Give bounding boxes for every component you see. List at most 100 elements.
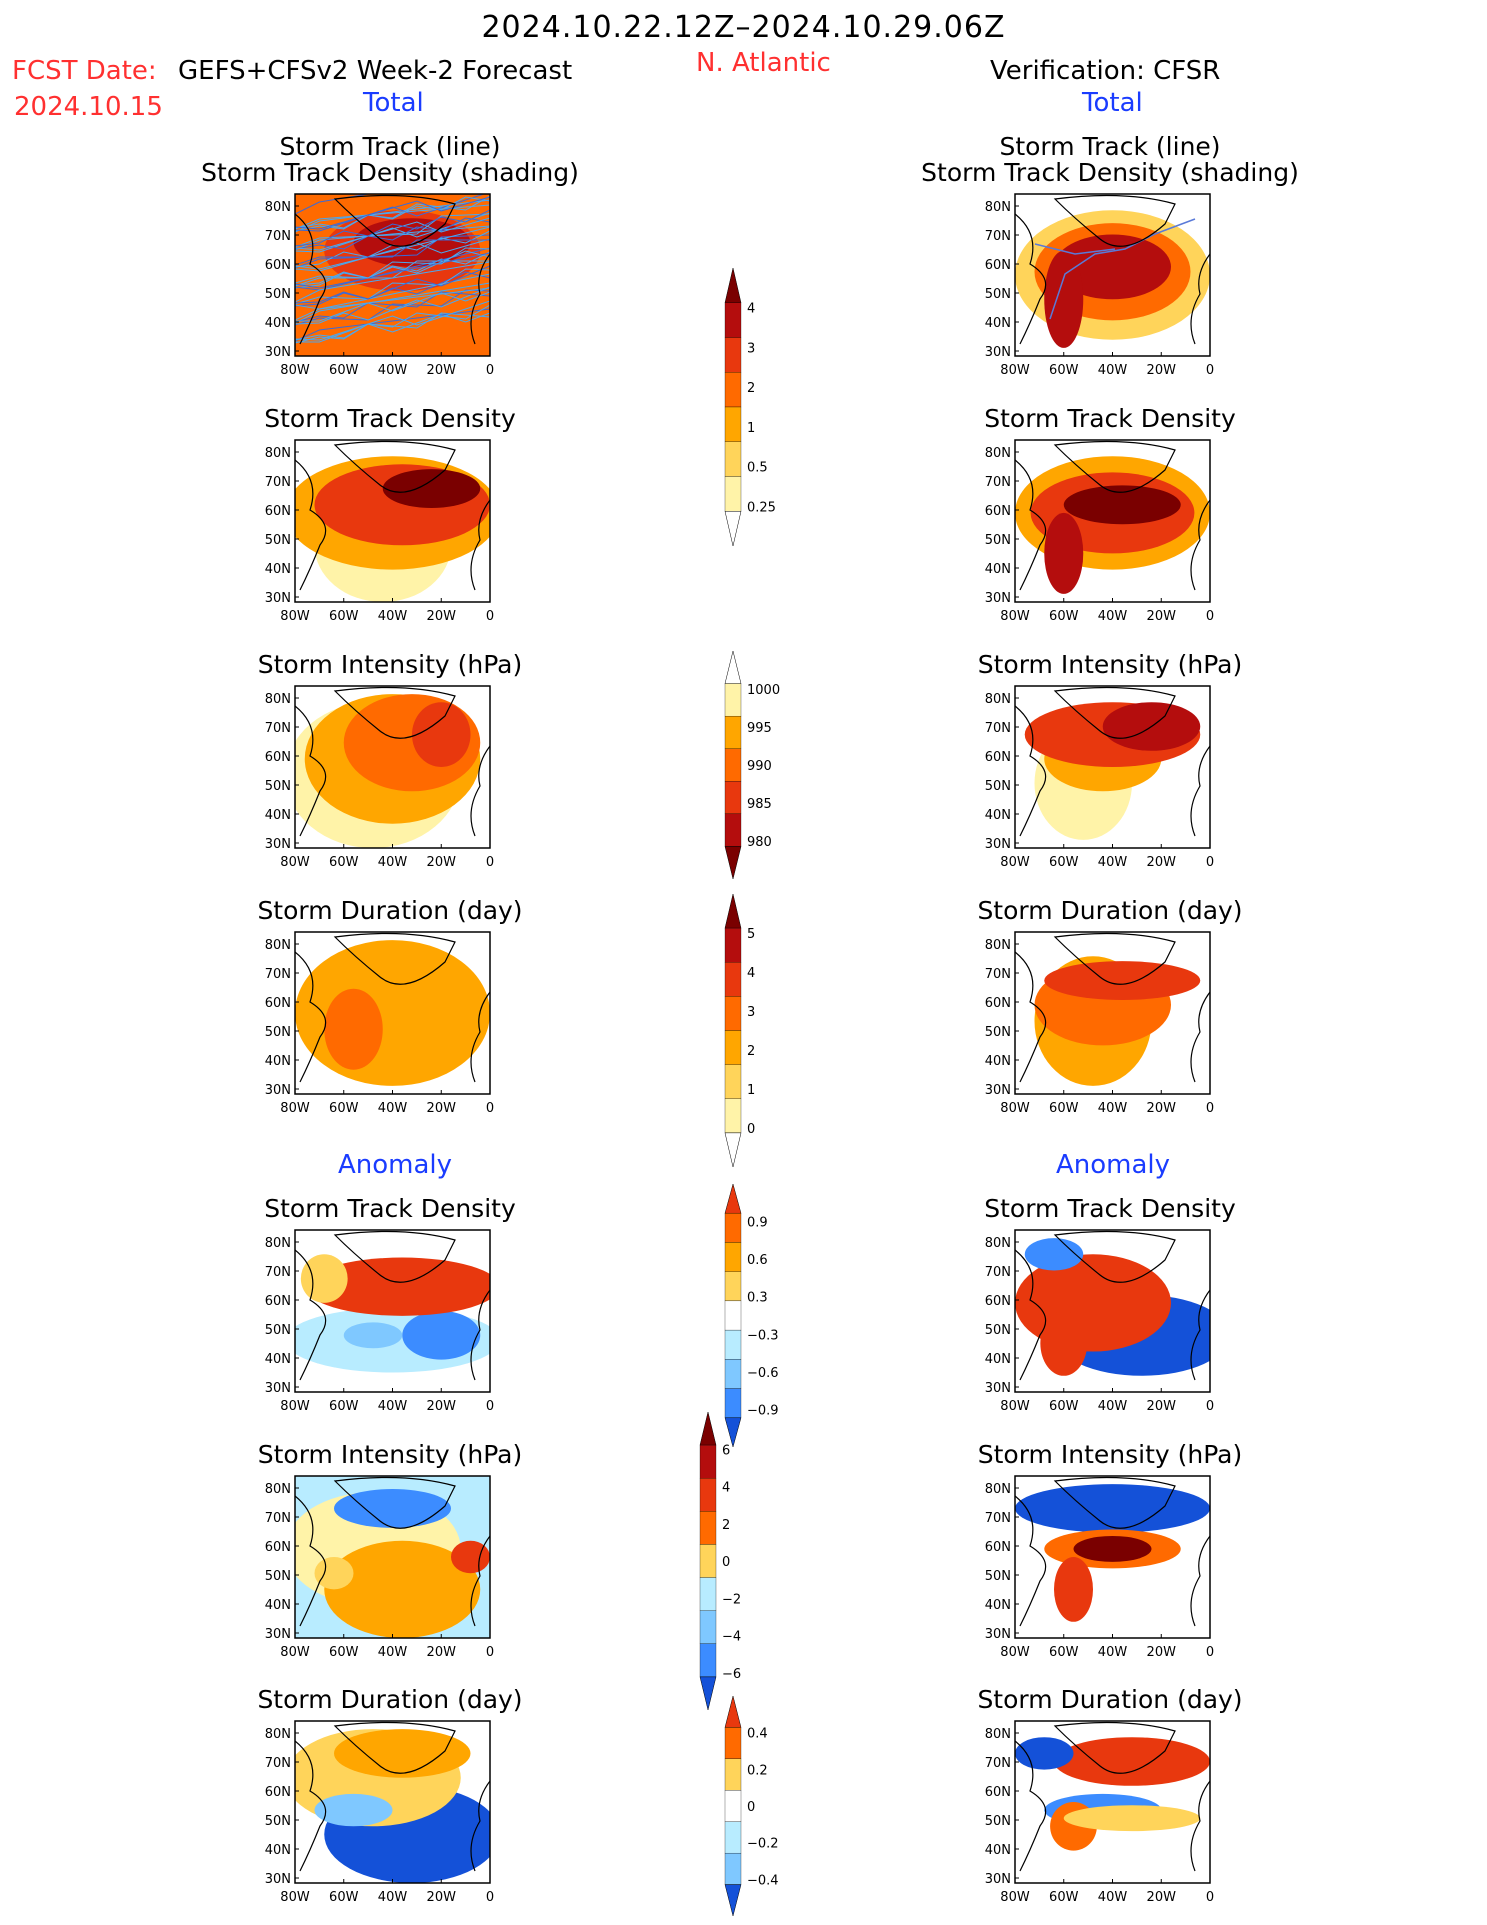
shading-region xyxy=(343,1322,403,1349)
lon-tick-label: 20W xyxy=(427,1399,457,1414)
lat-tick-label: 70N xyxy=(265,967,291,982)
lat-tick-label: 70N xyxy=(985,1756,1011,1771)
map-shading xyxy=(295,1476,490,1638)
colorbar-tick-label: −0.9 xyxy=(747,1403,779,1418)
lat-tick-label: 50N xyxy=(265,1569,291,1584)
lat-tick-label: 50N xyxy=(265,779,291,794)
colorbar-segment xyxy=(724,1271,742,1302)
colorbar-segment xyxy=(724,1132,742,1168)
lat-tick-label: 30N xyxy=(985,1381,1011,1396)
colorbar-tick-label: 6 xyxy=(722,1443,730,1458)
lon-tick-label: 60W xyxy=(329,1101,359,1116)
lon-tick-label: 80W xyxy=(280,1101,310,1116)
lon-tick-label: 40W xyxy=(1098,363,1128,378)
colorbar-segment xyxy=(699,1411,717,1446)
lat-tick-label: 80N xyxy=(985,692,1011,707)
shading-region xyxy=(1015,1737,1074,1770)
left-track-line-title: Storm Track (line) xyxy=(279,132,501,161)
lat-tick-label: 70N xyxy=(985,1265,1011,1280)
greenland-coastline xyxy=(1053,932,1176,985)
greenland-coastline xyxy=(1053,194,1176,247)
lon-tick-label: 40W xyxy=(378,1101,408,1116)
storm-track-line xyxy=(295,194,372,215)
map-shading xyxy=(1015,1230,1210,1392)
lat-tick-label: 50N xyxy=(985,1323,1011,1338)
north-america-coastline xyxy=(295,459,327,591)
lon-tick-label: 20W xyxy=(427,1101,457,1116)
colorbar-tick-label: 2 xyxy=(747,381,755,396)
lon-tick-label: 0 xyxy=(1206,363,1214,378)
shading-region xyxy=(304,1257,490,1316)
shading-region xyxy=(412,702,471,767)
storm-track-line xyxy=(295,199,490,233)
lat-tick-label: 50N xyxy=(985,1025,1011,1040)
verification-label: Verification: CFSR xyxy=(990,56,1221,86)
north-america-coastline xyxy=(295,1495,327,1627)
lon-tick-label: 20W xyxy=(427,1890,457,1905)
lon-tick-label: 60W xyxy=(1049,1645,1079,1660)
storm-track-line xyxy=(295,312,490,343)
lon-tick-label: 20W xyxy=(1147,1645,1177,1660)
lat-tick-label: 40N xyxy=(985,1054,1011,1069)
lon-tick-label: 60W xyxy=(329,1645,359,1660)
lat-tick-label: 40N xyxy=(265,562,291,577)
colorbar-segment xyxy=(724,1213,742,1243)
europe-africa-coastline xyxy=(470,1535,490,1627)
lon-tick-label: 60W xyxy=(329,1399,359,1414)
lat-tick-label: 70N xyxy=(985,967,1011,982)
europe-africa-coastline xyxy=(1190,1289,1210,1381)
lon-tick-label: 40W xyxy=(1098,1101,1128,1116)
lat-tick-label: 50N xyxy=(985,1569,1011,1584)
lon-tick-label: 20W xyxy=(427,363,457,378)
lat-tick-label: 70N xyxy=(985,229,1011,244)
shading-region xyxy=(295,940,490,1086)
colorbar-tick-label: 4 xyxy=(722,1481,730,1496)
lon-tick-label: 80W xyxy=(1000,1399,1030,1414)
colorbar-segment xyxy=(724,846,742,880)
colorbar-tick-label: −0.2 xyxy=(747,1837,779,1852)
map-shading xyxy=(1015,1721,1210,1883)
lon-tick-label: 80W xyxy=(1000,855,1030,870)
lat-tick-label: 30N xyxy=(265,1872,291,1887)
shading-region xyxy=(334,1488,451,1528)
right-density-title: Storm Track Density xyxy=(984,404,1236,433)
lat-tick-label: 30N xyxy=(265,591,291,606)
colorbar-tick-label: 0 xyxy=(722,1555,730,1570)
lat-tick-label: 80N xyxy=(265,1482,291,1497)
lat-tick-label: 40N xyxy=(985,562,1011,577)
greenland-coastline xyxy=(333,932,456,985)
lat-tick-label: 40N xyxy=(265,1598,291,1613)
lat-tick-label: 70N xyxy=(265,475,291,490)
europe-africa-coastline xyxy=(470,499,490,591)
lat-tick-label: 30N xyxy=(265,1083,291,1098)
lat-tick-label: 50N xyxy=(265,533,291,548)
colorbar-segment xyxy=(724,1790,742,1822)
colorbar-tick-label: −0.3 xyxy=(747,1328,779,1343)
map-shading xyxy=(295,932,490,1094)
colorbar-segment xyxy=(724,1758,742,1791)
left-density-title: Storm Track Density xyxy=(264,404,516,433)
lat-tick-label: 60N xyxy=(985,504,1011,519)
page-title: 2024.10.22.12Z–2024.10.29.06Z xyxy=(481,10,1006,45)
lon-tick-label: 60W xyxy=(1049,855,1079,870)
colorbar-tick-label: 0 xyxy=(747,1122,755,1137)
lat-tick-label: 50N xyxy=(265,1814,291,1829)
colorbar-segment xyxy=(724,813,742,847)
right-anom-duration-title: Storm Duration (day) xyxy=(977,1685,1243,1714)
lat-tick-label: 80N xyxy=(265,200,291,215)
lon-tick-label: 60W xyxy=(329,1890,359,1905)
lat-tick-label: 40N xyxy=(985,808,1011,823)
lon-tick-label: 20W xyxy=(1147,363,1177,378)
colorbar-tick-label: 0.6 xyxy=(747,1253,768,1268)
storm-track-line xyxy=(295,308,490,342)
right-track-density-lines-map: 80N 70N 60N 50N 40N 30N 80W 60W 40W 20W 0 xyxy=(985,193,1214,378)
lon-tick-label: 80W xyxy=(1000,609,1030,624)
lon-tick-label: 40W xyxy=(378,363,408,378)
lat-tick-label: 60N xyxy=(985,258,1011,273)
density-anom-colorbar: 0.9 0.6 0.3 −0.3 −0.6 −0.9 xyxy=(724,1183,779,1448)
colorbar-tick-label: 3 xyxy=(747,341,755,356)
lat-tick-label: 60N xyxy=(985,1785,1011,1800)
shading-region xyxy=(451,1540,490,1574)
lon-tick-label: 0 xyxy=(1206,1890,1214,1905)
colorbar-tick-label: 1000 xyxy=(747,683,780,698)
